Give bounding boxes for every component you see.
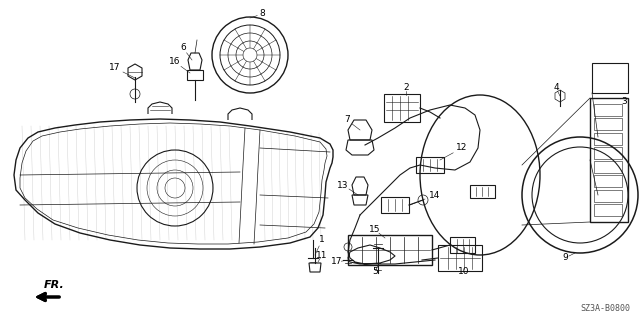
Text: 16: 16 [169, 57, 180, 66]
Text: 7: 7 [344, 115, 350, 124]
Text: 11: 11 [316, 250, 328, 259]
Text: 10: 10 [458, 268, 470, 277]
Text: 5: 5 [372, 268, 378, 277]
Text: 6: 6 [180, 43, 186, 53]
Text: 2: 2 [403, 84, 409, 93]
Text: 3: 3 [621, 98, 627, 107]
Text: 9: 9 [562, 254, 568, 263]
Text: 1: 1 [319, 235, 325, 244]
Text: 14: 14 [429, 190, 441, 199]
Text: 12: 12 [456, 144, 468, 152]
Text: 8: 8 [259, 10, 265, 19]
Text: 15: 15 [369, 226, 381, 234]
Text: FR.: FR. [44, 280, 65, 290]
Text: 13: 13 [337, 181, 349, 189]
Text: 17: 17 [109, 63, 121, 72]
Text: SZ3A-B0800: SZ3A-B0800 [580, 304, 630, 313]
Text: 17: 17 [332, 257, 343, 266]
Text: 4: 4 [553, 84, 559, 93]
